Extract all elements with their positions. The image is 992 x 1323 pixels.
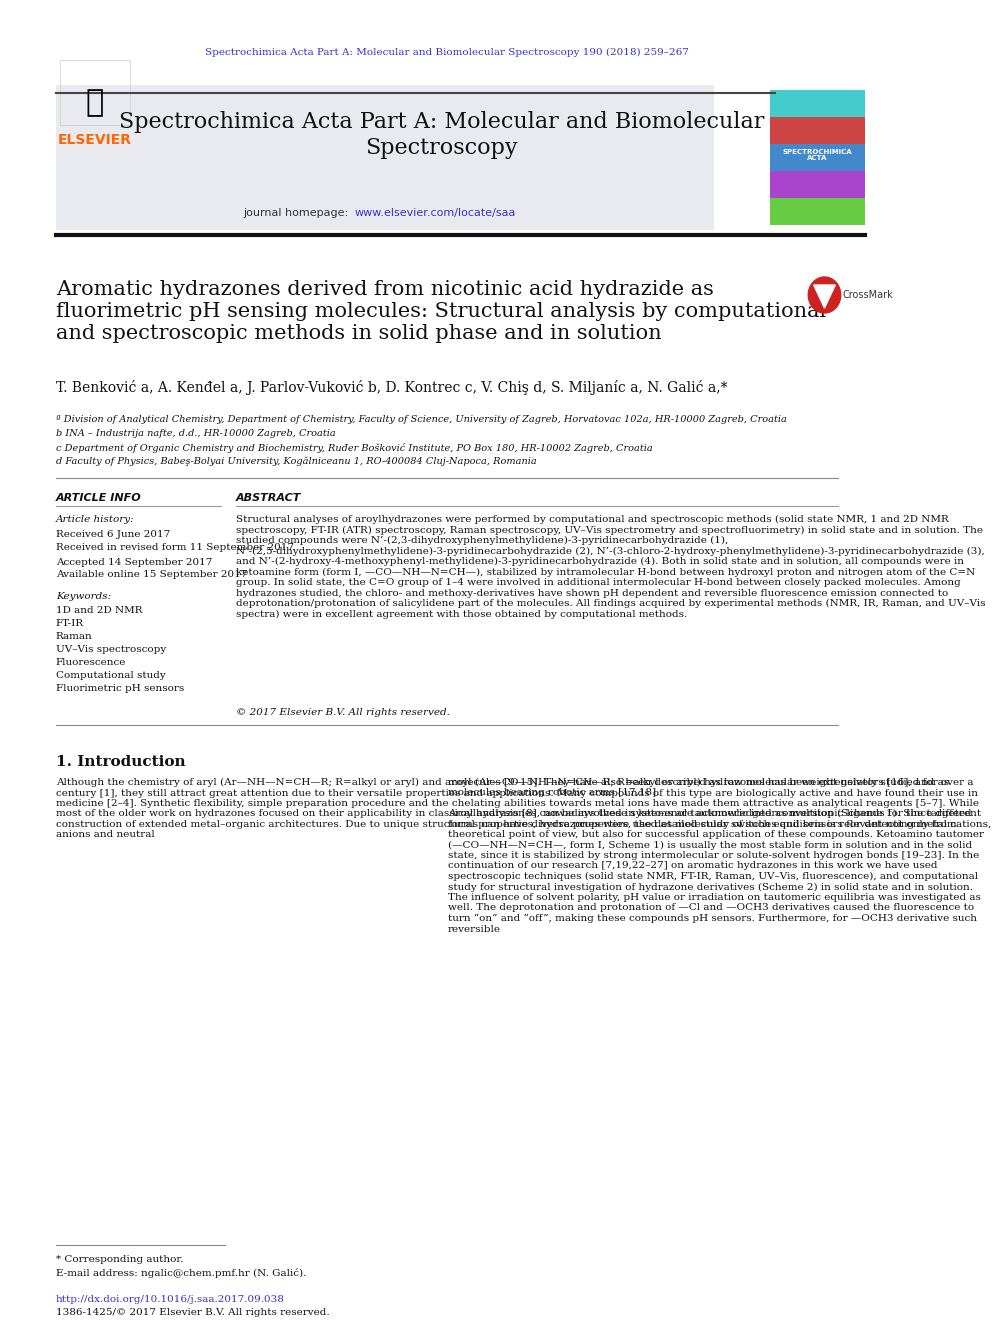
Text: Received 6 June 2017: Received 6 June 2017 [56, 531, 170, 538]
Text: Keywords:: Keywords: [56, 591, 111, 601]
Text: b INA – Industrija nafte, d.d., HR-10000 Zagreb, Croatia: b INA – Industrija nafte, d.d., HR-10000… [56, 429, 335, 438]
Text: 1D and 2D NMR: 1D and 2D NMR [56, 606, 143, 615]
Text: * Corresponding author.: * Corresponding author. [56, 1256, 184, 1263]
Text: Available online 15 September 2017: Available online 15 September 2017 [56, 570, 247, 579]
Text: d Faculty of Physics, Babeş-Bolyai University, Kogălniceanu 1, RO-400084 Cluj-Na: d Faculty of Physics, Babeş-Bolyai Unive… [56, 456, 537, 467]
Bar [771, 171, 865, 198]
Text: © 2017 Elsevier B.V. All rights reserved.: © 2017 Elsevier B.V. All rights reserved… [236, 708, 450, 717]
Polygon shape [813, 284, 835, 308]
Text: molecules [9–15]. They have also been described as low molecular weight gelators: molecules [9–15]. They have also been de… [447, 778, 984, 934]
Text: http://dx.doi.org/10.1016/j.saa.2017.09.038: http://dx.doi.org/10.1016/j.saa.2017.09.… [56, 1295, 285, 1304]
Text: T. Benković a, A. Kenđel a, J. Parlov-Vuković b, D. Kontrec c, V. Chiş d, S. Mil: T. Benković a, A. Kenđel a, J. Parlov-Vu… [56, 380, 727, 396]
Text: Accepted 14 September 2017: Accepted 14 September 2017 [56, 558, 212, 568]
Text: 1386-1425/© 2017 Elsevier B.V. All rights reserved.: 1386-1425/© 2017 Elsevier B.V. All right… [56, 1308, 329, 1316]
Text: Spectrochimica Acta Part A: Molecular and Biomolecular
Spectroscopy: Spectrochimica Acta Part A: Molecular an… [119, 111, 764, 159]
Bar [771, 116, 865, 144]
Text: Received in revised form 11 September 2017: Received in revised form 11 September 20… [56, 542, 294, 552]
Text: www.elsevier.com/locate/saa: www.elsevier.com/locate/saa [354, 208, 516, 218]
Text: 🌳: 🌳 [85, 89, 104, 118]
Bar [771, 90, 865, 116]
Text: Computational study: Computational study [56, 671, 166, 680]
Text: UV–Vis spectroscopy: UV–Vis spectroscopy [56, 646, 166, 654]
Bar [771, 198, 865, 225]
Text: Spectrochimica Acta Part A: Molecular and Biomolecular Spectroscopy 190 (2018) 2: Spectrochimica Acta Part A: Molecular an… [205, 48, 688, 57]
Text: CrossMark: CrossMark [842, 290, 893, 300]
Text: Raman: Raman [56, 632, 92, 642]
FancyBboxPatch shape [56, 85, 713, 230]
Text: ABSTRACT: ABSTRACT [236, 493, 302, 503]
Text: journal homepage:: journal homepage: [243, 208, 351, 218]
Text: FT-IR: FT-IR [56, 619, 84, 628]
Text: Aromatic hydrazones derived from nicotinic acid hydrazide as
fluorimetric pH sen: Aromatic hydrazones derived from nicotin… [56, 280, 826, 343]
Bar [771, 144, 865, 171]
Circle shape [808, 277, 840, 314]
Text: 1. Introduction: 1. Introduction [56, 755, 186, 769]
Text: Article history:: Article history: [56, 515, 135, 524]
Text: SPECTROCHIMICA
ACTA: SPECTROCHIMICA ACTA [783, 148, 852, 161]
Text: ELSEVIER: ELSEVIER [58, 134, 132, 147]
Text: c Department of Organic Chemistry and Biochemistry, Ruđer Bošković Institute, PO: c Department of Organic Chemistry and Bi… [56, 443, 653, 452]
Text: Fluorimetric pH sensors: Fluorimetric pH sensors [56, 684, 185, 693]
Text: E-mail address: ngalic@chem.pmf.hr (N. Galić).: E-mail address: ngalic@chem.pmf.hr (N. G… [56, 1267, 307, 1278]
Text: Structural analyses of aroylhydrazones were performed by computational and spect: Structural analyses of aroylhydrazones w… [236, 515, 986, 619]
Bar [771, 90, 865, 225]
Text: ª Division of Analytical Chemistry, Department of Chemistry, Faculty of Science,: ª Division of Analytical Chemistry, Depa… [56, 415, 787, 423]
Text: Fluorescence: Fluorescence [56, 658, 126, 667]
Bar [61, 60, 130, 124]
Text: ARTICLE INFO: ARTICLE INFO [56, 493, 142, 503]
Text: Although the chemistry of aryl (Ar—NH—N=CH—R; R=alkyl or aryl) and aroyl (Ar—CO—: Although the chemistry of aryl (Ar—NH—N=… [56, 778, 991, 839]
